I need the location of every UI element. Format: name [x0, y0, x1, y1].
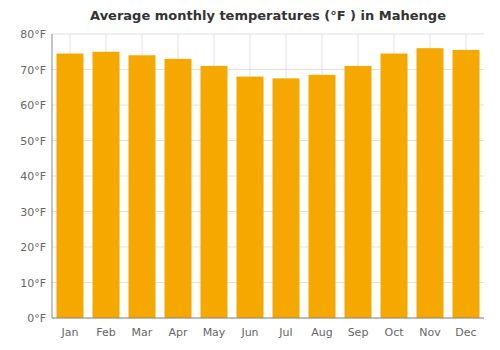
grid-line	[52, 34, 484, 35]
x-tick-label: Nov	[419, 326, 441, 339]
y-tick-label: 60°F	[20, 99, 46, 112]
x-tick-label: Feb	[96, 326, 115, 339]
chart: Average monthly temperatures (°F ) in Ma…	[0, 0, 500, 350]
bar	[417, 48, 444, 318]
x-tick-label: Jan	[61, 326, 79, 339]
x-tick-label: May	[203, 326, 226, 339]
title: Average monthly temperatures (°F ) in Ma…	[90, 8, 446, 23]
grid-line	[52, 318, 484, 319]
bars	[57, 48, 480, 318]
y-tick-label: 50°F	[20, 135, 46, 148]
bar	[129, 55, 156, 318]
bar	[165, 59, 192, 318]
x-tick-label: Jul	[278, 326, 292, 339]
x-tick-label: Aug	[311, 326, 332, 339]
y-tick-label: 0°F	[27, 312, 46, 325]
x-tick-label: Dec	[455, 326, 476, 339]
y-tick-label: 80°F	[20, 28, 46, 41]
x-tick-label: Sep	[348, 326, 369, 339]
x-tick-label: Mar	[132, 326, 153, 339]
grid	[52, 34, 484, 318]
y-tick-label: 10°F	[20, 277, 46, 290]
bar	[237, 77, 264, 318]
y-tick-label: 70°F	[20, 64, 46, 77]
y-tick-label: 20°F	[20, 241, 46, 254]
bar	[381, 54, 408, 318]
bar	[453, 50, 480, 318]
x-axis	[52, 318, 484, 319]
bar	[201, 66, 228, 318]
y-tick-label: 40°F	[20, 170, 46, 183]
bar	[309, 75, 336, 318]
bar	[57, 54, 84, 318]
x-tick-label: Jun	[240, 326, 258, 339]
y-axis	[52, 34, 53, 318]
x-tick-label: Apr	[168, 326, 188, 339]
bar	[273, 78, 300, 318]
y-tick-label: 30°F	[20, 206, 46, 219]
bar	[93, 52, 120, 318]
x-tick-label: Oct	[384, 326, 404, 339]
bar	[345, 66, 372, 318]
